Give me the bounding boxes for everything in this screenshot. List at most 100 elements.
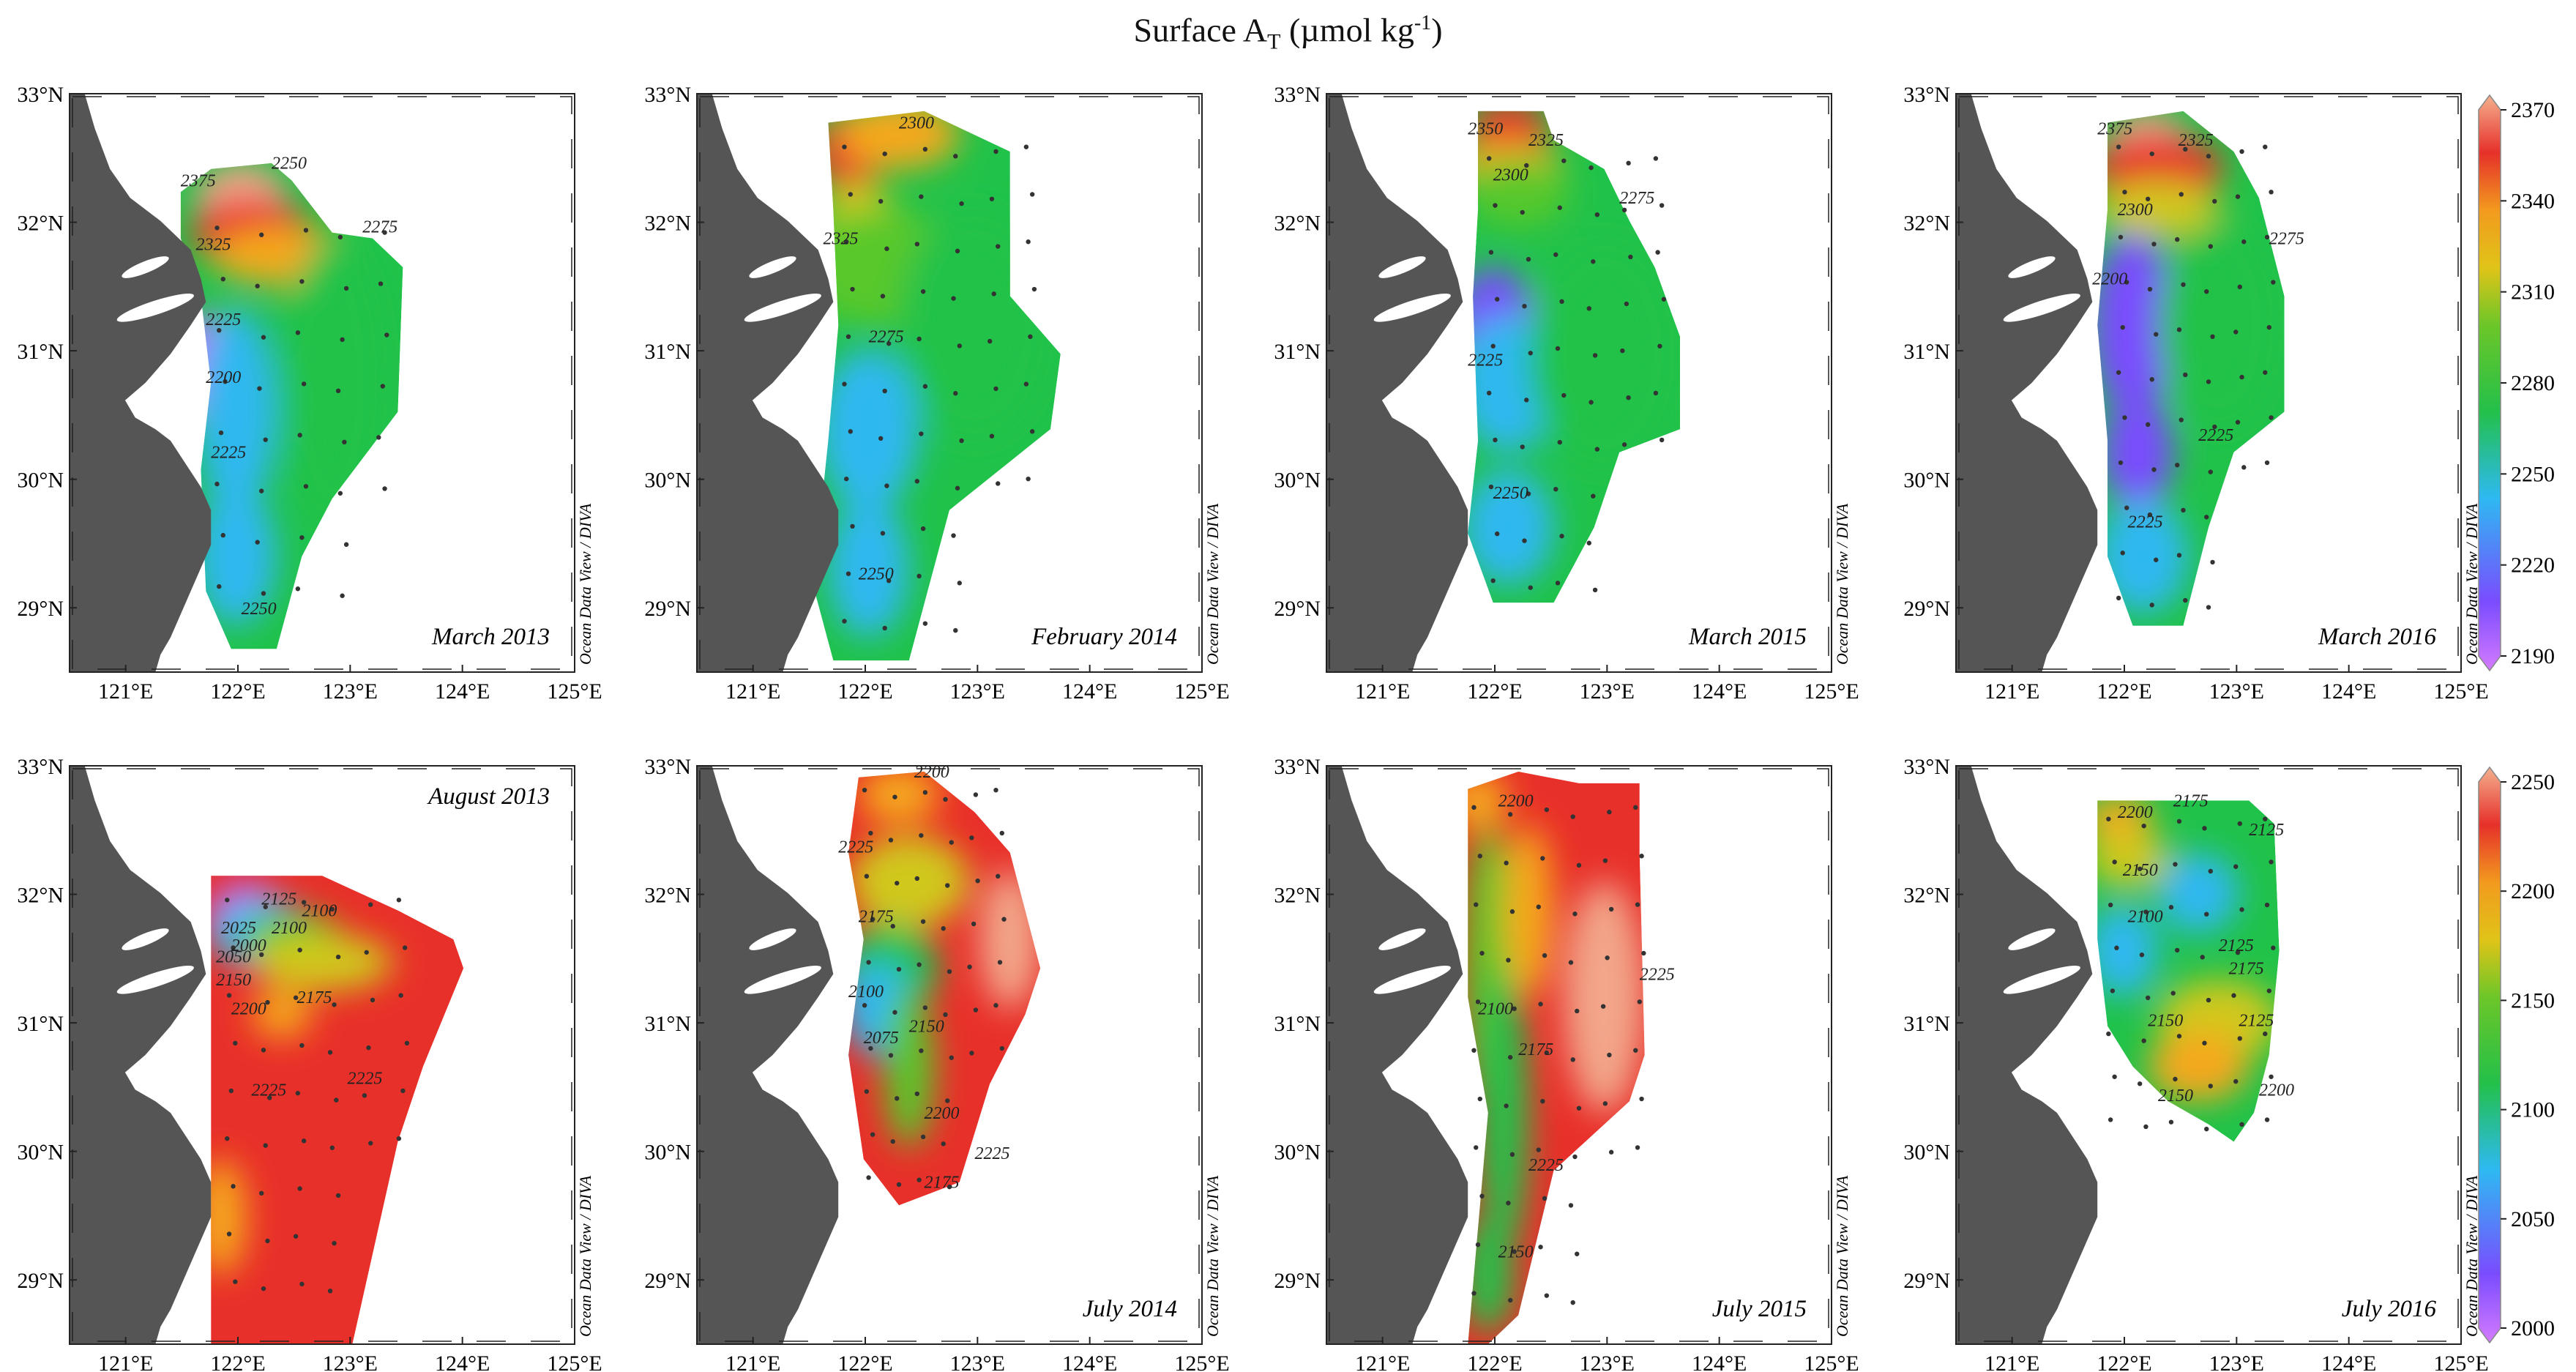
station-dot: [2239, 907, 2244, 912]
station-dot: [1486, 156, 1492, 161]
station-dot: [1588, 400, 1594, 405]
contour-label: 2200: [2092, 270, 2127, 289]
station-dot: [1524, 398, 1529, 403]
axis-ticks: 121°E 122°E 123°E 124°E 125°E 33°N 32°N 31°N 30°…: [1274, 755, 1859, 1372]
lat-tick-label: 29°N: [644, 597, 691, 621]
station-dot: [1479, 950, 1485, 956]
station-dot: [1507, 1054, 1513, 1060]
station-dot: [1512, 1006, 1517, 1012]
field-patch: [828, 499, 909, 638]
lat-tick-label: 29°N: [644, 1269, 691, 1293]
lat-tick-label: 30°N: [1274, 469, 1321, 493]
station-dot: [848, 192, 853, 197]
plot-frame: [69, 93, 575, 673]
station-dot: [943, 797, 948, 802]
lat-tick-label: 29°N: [1274, 597, 1321, 621]
station-dot: [2235, 194, 2241, 199]
station-dot: [892, 794, 897, 799]
lon-tick-label: 121°E: [725, 679, 780, 704]
station-dot: [2120, 551, 2125, 556]
station-dot: [1520, 444, 1525, 450]
credit-label: Ocean Data View / DIVA: [1203, 1175, 1222, 1337]
station-dot: [1555, 346, 1561, 351]
station-dot: [343, 286, 349, 291]
contour-label: 2200: [2259, 1081, 2294, 1100]
station-dot: [1029, 192, 1035, 197]
station-dot: [2146, 422, 2151, 428]
station-dot: [2179, 192, 2184, 197]
lon-tick-label: 123°E: [1580, 1352, 1635, 1372]
contour-label: 2275: [869, 328, 904, 347]
station-dot: [916, 962, 922, 967]
station-dot: [327, 1050, 333, 1055]
station-dot: [999, 1045, 1004, 1051]
station-dot: [376, 435, 381, 440]
station-dot: [888, 838, 894, 843]
lat-tick-label: 30°N: [17, 1141, 64, 1165]
contour-label: 2250: [1493, 484, 1528, 503]
map-panel: 2300 2325 2275 2250 121°E 122°E 123°E 124°E 125°…: [644, 83, 1229, 704]
lat-tick-label: 32°N: [17, 884, 64, 908]
contour-label: 2375: [2097, 119, 2132, 138]
station-dot: [1655, 250, 1660, 255]
station-dot: [303, 484, 309, 489]
station-dot: [1588, 165, 1594, 171]
panel-label: March 2015: [1688, 624, 1807, 650]
lat-tick-label: 30°N: [1274, 1141, 1321, 1165]
station-dot: [1559, 534, 1564, 539]
station-dot: [2154, 332, 2159, 337]
station-dot: [2122, 415, 2127, 420]
lon-tick-label: 124°E: [1062, 679, 1117, 704]
station-dot: [2175, 462, 2180, 468]
station-dot: [1653, 390, 1659, 396]
lat-tick-label: 29°N: [1274, 1269, 1321, 1293]
river-channel: [2003, 294, 2080, 322]
station-dot: [1592, 587, 1598, 593]
station-dot: [993, 149, 998, 154]
station-dot: [866, 960, 871, 965]
contour-label: 2375: [181, 171, 216, 190]
contour-label: 2250: [272, 154, 307, 174]
contour-label: 2125: [2239, 1012, 2274, 1031]
lon-tick-label: 125°E: [547, 1352, 602, 1372]
station-dot: [895, 1096, 900, 1101]
station-dot: [1479, 1193, 1485, 1198]
station-dot: [2170, 991, 2176, 996]
lon-tick-label: 125°E: [1804, 1352, 1859, 1372]
station-dot: [1538, 1002, 1543, 1007]
contour-label: 2225: [1640, 965, 1675, 984]
station-dot: [971, 921, 977, 927]
lon-tick-label: 122°E: [210, 679, 265, 704]
station-dot: [1624, 301, 1629, 307]
station-dot: [2269, 190, 2274, 195]
colorbar: 2250 2200 2150 2100 2050 2000: [2478, 766, 2555, 1344]
station-dot: [301, 381, 307, 387]
station-dot: [1471, 805, 1476, 810]
station-dot: [2206, 605, 2211, 610]
station-dot: [959, 438, 964, 444]
station-dot: [2183, 372, 2188, 378]
river-channel: [2003, 966, 2080, 994]
contour-label: 2225: [211, 444, 246, 463]
plot-frame: [1955, 93, 2462, 673]
station-dot: [400, 1088, 406, 1094]
station-dot: [2112, 1074, 2117, 1079]
station-dot: [1542, 1196, 1548, 1201]
lat-tick-label: 33°N: [17, 755, 64, 779]
river-channel: [749, 928, 796, 950]
station-dot: [1477, 1096, 1482, 1102]
colorbar-tick-label: 2310: [2511, 280, 2555, 305]
station-dot: [2269, 1074, 2274, 1079]
station-dot: [916, 336, 922, 342]
station-dot: [2241, 239, 2247, 245]
station-dot: [293, 995, 299, 1000]
contour-label: 2175: [859, 907, 894, 926]
station-dot: [953, 154, 958, 159]
station-dot: [996, 873, 1001, 879]
station-dot: [1575, 1251, 1580, 1256]
station-dot: [340, 337, 345, 343]
station-dot: [217, 584, 222, 589]
lat-tick-label: 31°N: [1903, 340, 1950, 364]
station-dot: [1602, 858, 1608, 863]
